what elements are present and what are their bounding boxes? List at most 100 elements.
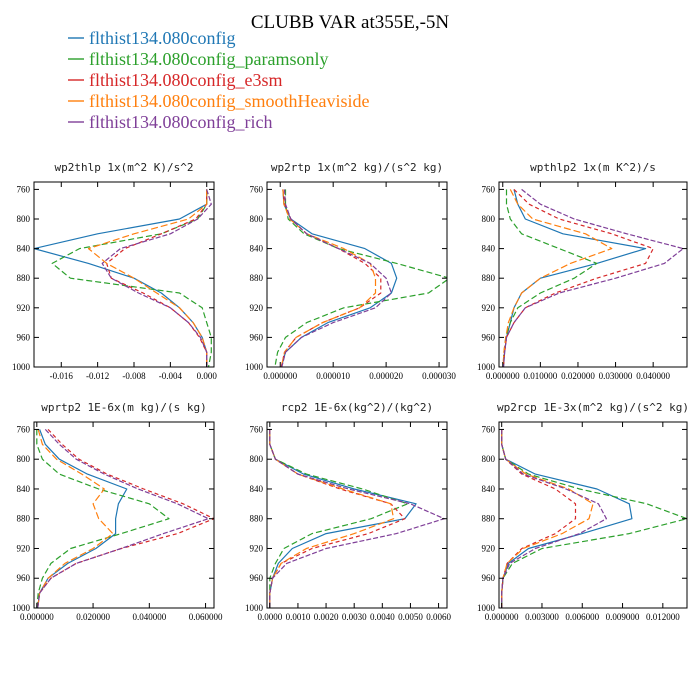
series-line — [37, 429, 114, 608]
plot-frame — [266, 421, 448, 609]
series-line — [501, 429, 633, 608]
plot-frame — [33, 421, 215, 609]
series-line — [502, 188, 684, 367]
x-tick-label: 0.010000 — [523, 371, 557, 381]
y-tick-label: 1000 — [12, 362, 31, 372]
legend-label: flthist134.080config_e3sm — [89, 70, 282, 90]
x-tick-label: 0.060000 — [189, 612, 223, 622]
y-tick-label: 1000 — [477, 362, 496, 372]
chart-panel: wprtp2 1E-6x(m kg)/(s kg) 0.000000 0.02000… — [12, 401, 223, 622]
legend-label: flthist134.080config_smoothHeaviside — [89, 91, 369, 111]
series-line — [269, 429, 445, 608]
series-line — [501, 429, 577, 608]
series-line — [87, 189, 208, 367]
x-tick-label: 0.020000 — [76, 612, 110, 622]
y-tick-label: 920 — [250, 303, 264, 313]
y-tick-label: 760 — [250, 424, 264, 434]
x-tick-label: 0.0050 — [398, 612, 423, 622]
series-line — [280, 189, 382, 367]
x-tick-label: 0.030000 — [599, 371, 633, 381]
chart-panel: rcp2 1E-6x(kg^2)/(kg^2) 0.0000 0.0010 0.002… — [245, 401, 451, 622]
series-line — [501, 429, 594, 608]
y-tick-label: 880 — [482, 514, 496, 524]
y-tick-label: 1000 — [12, 603, 31, 613]
y-tick-label: 920 — [17, 543, 31, 553]
series-line — [274, 189, 447, 367]
y-tick-label: 960 — [482, 332, 496, 342]
y-tick-label: 880 — [17, 514, 31, 524]
y-tick-label: 800 — [17, 214, 31, 224]
x-tick-label: 0.0040 — [370, 612, 395, 622]
x-tick-label: -0.008 — [122, 371, 146, 381]
x-tick-label: 0.000010 — [316, 371, 350, 381]
legend: flthist134.080config flthist134.080config… — [68, 28, 369, 132]
x-tick-label: 0.0010 — [286, 612, 311, 622]
plot-frame — [498, 181, 688, 368]
panel-title: wp2rcp 1E-3x(m^2 kg)/(s^2 kg) — [497, 401, 689, 414]
series-line — [502, 189, 613, 367]
x-tick-label: -0.012 — [86, 371, 109, 381]
series-group — [36, 428, 214, 608]
x-tick-label: 0.006000 — [565, 612, 599, 622]
series-line — [501, 429, 608, 608]
x-tick-label: 0.000000 — [20, 612, 54, 622]
y-tick-label: 960 — [17, 573, 31, 583]
y-tick-label: 1000 — [477, 603, 496, 613]
panel-title: wp2thlp 1x(m^2 K)/s^2 — [54, 161, 193, 174]
y-tick-label: 1000 — [245, 603, 264, 613]
y-tick-label: 800 — [250, 214, 264, 224]
y-tick-label: 920 — [250, 543, 264, 553]
plot-frame — [33, 181, 215, 368]
plot-frame — [498, 421, 688, 609]
chart-panel: wp2rcp 1E-3x(m^2 kg)/(s^2 kg) 0.000000 0.0… — [477, 401, 689, 622]
legend-label: flthist134.080config_rich — [89, 112, 272, 132]
y-tick-label: 840 — [250, 484, 264, 494]
y-tick-label: 880 — [17, 273, 31, 283]
y-tick-label: 840 — [482, 244, 496, 254]
x-tick-label: 0.000000 — [485, 612, 519, 622]
legend-item: flthist134.080config_e3sm — [68, 70, 282, 90]
series-line — [34, 189, 208, 367]
x-tick-label: -0.004 — [159, 371, 183, 381]
series-line — [37, 428, 209, 608]
legend-item: flthist134.080config_smoothHeaviside — [68, 91, 369, 111]
y-tick-label: 800 — [250, 454, 264, 464]
y-tick-label: 840 — [482, 484, 496, 494]
y-tick-label: 920 — [482, 543, 496, 553]
chart-panel: wpthlp2 1x(m K^2)/s 0.000000 0.010000 0.020… — [477, 161, 688, 381]
series-line — [502, 189, 598, 367]
series-line — [280, 189, 398, 367]
x-tick-label: -0.016 — [50, 371, 74, 381]
series-line — [51, 189, 212, 367]
x-tick-label: 0.0060 — [426, 612, 451, 622]
series-line — [37, 428, 214, 608]
y-tick-label: 840 — [17, 244, 31, 254]
y-tick-label: 760 — [482, 184, 496, 194]
series-line — [269, 429, 409, 608]
y-tick-label: 880 — [250, 514, 264, 524]
chart-panel: wp2rtp 1x(m^2 kg)/(s^2 kg) 0.000000 0.0000… — [245, 161, 456, 381]
y-tick-label: 960 — [250, 573, 264, 583]
series-line — [101, 189, 212, 367]
y-tick-label: 840 — [17, 484, 31, 494]
x-tick-label: 0.040000 — [636, 371, 670, 381]
x-tick-label: 0.0030 — [342, 612, 367, 622]
panel-title: wpthlp2 1x(m K^2)/s — [530, 161, 656, 174]
legend-label: flthist134.080config — [89, 28, 236, 48]
x-tick-label: 0.0000 — [257, 612, 282, 622]
series-line — [280, 189, 377, 367]
series-line — [269, 429, 406, 608]
y-tick-label: 880 — [250, 273, 264, 283]
series-group — [34, 189, 212, 367]
x-tick-label: 0.000020 — [369, 371, 403, 381]
y-tick-label: 800 — [482, 454, 496, 464]
x-tick-label: 0.0020 — [314, 612, 339, 622]
y-tick-label: 760 — [17, 424, 31, 434]
series-line — [37, 429, 128, 608]
plot-frame — [266, 181, 448, 368]
x-tick-label: 0.009000 — [606, 612, 640, 622]
series-line — [269, 429, 395, 608]
panel-title: wprtp2 1E-6x(m kg)/(s kg) — [41, 401, 207, 414]
series-group — [501, 429, 687, 608]
